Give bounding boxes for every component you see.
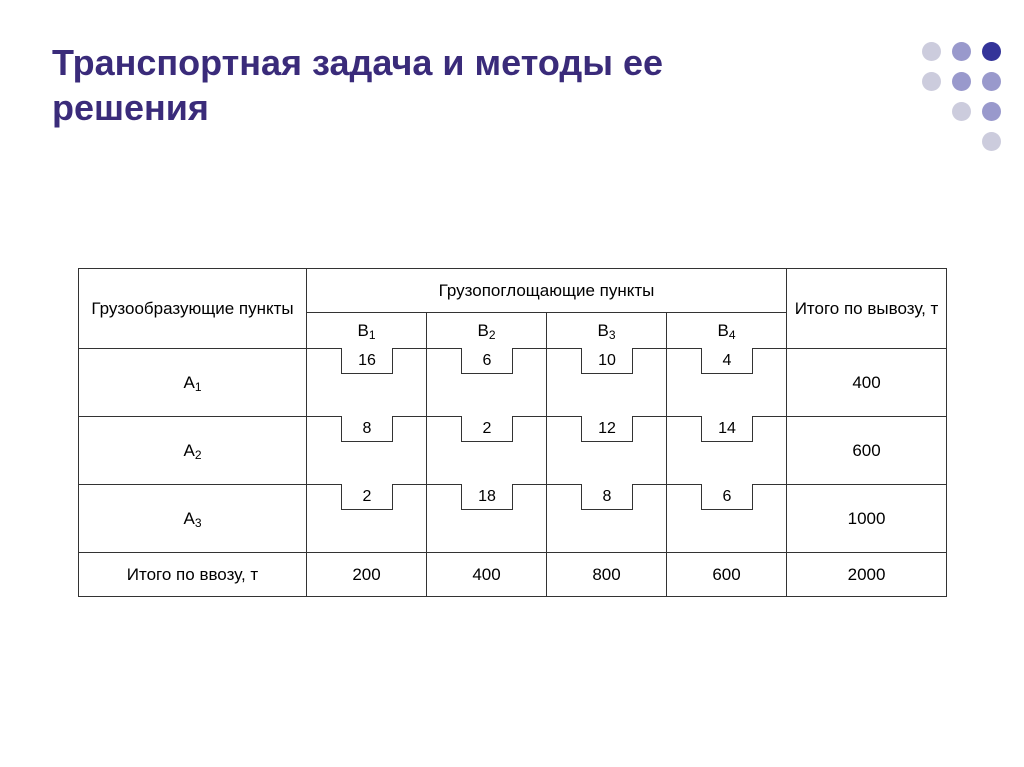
- table-footer-row: Итого по ввозу, т 200 400 800 600 2000: [79, 553, 947, 597]
- supply-value: 400: [787, 349, 947, 417]
- title-line-1: Транспортная задача и методы ее: [52, 42, 663, 83]
- cost-value: 2: [341, 484, 393, 510]
- demand-value: 400: [427, 553, 547, 597]
- decorative-dots: [916, 36, 1006, 156]
- cost-cell: 18: [427, 485, 547, 553]
- supply-value: 1000: [787, 485, 947, 553]
- cost-cell: 4: [667, 349, 787, 417]
- header-origins: Грузообразующие пункты: [79, 269, 307, 349]
- table-row: А2 8 2 12 14 600: [79, 417, 947, 485]
- title-line-2: решения: [52, 87, 209, 128]
- cost-cell: 8: [307, 417, 427, 485]
- origin-label: А1: [79, 349, 307, 417]
- origin-label: А3: [79, 485, 307, 553]
- dest-label: В1: [307, 313, 427, 349]
- cost-value: 8: [581, 484, 633, 510]
- grand-total: 2000: [787, 553, 947, 597]
- cost-cell: 2: [427, 417, 547, 485]
- demand-value: 200: [307, 553, 427, 597]
- dest-label: В3: [547, 313, 667, 349]
- cost-cell: 6: [427, 349, 547, 417]
- dot-icon: [922, 102, 941, 121]
- cost-value: 12: [581, 416, 633, 442]
- dot-icon: [982, 102, 1001, 121]
- header-total-export: Итого по вывозу, т: [787, 269, 947, 349]
- cost-value: 18: [461, 484, 513, 510]
- supply-value: 600: [787, 417, 947, 485]
- cost-value: 4: [701, 348, 753, 374]
- dot-icon: [952, 102, 971, 121]
- dot-icon: [952, 72, 971, 91]
- cost-value: 6: [461, 348, 513, 374]
- cost-value: 6: [701, 484, 753, 510]
- dot-icon: [952, 42, 971, 61]
- header-total-import: Итого по ввозу, т: [79, 553, 307, 597]
- origin-label: А2: [79, 417, 307, 485]
- header-destinations: Грузопоглощающие пункты: [307, 269, 787, 313]
- dot-icon: [982, 132, 1001, 151]
- dest-label: В4: [667, 313, 787, 349]
- cost-cell: 12: [547, 417, 667, 485]
- cost-cell: 14: [667, 417, 787, 485]
- cost-cell: 16: [307, 349, 427, 417]
- dot-icon: [952, 132, 971, 151]
- cost-value: 8: [341, 416, 393, 442]
- dest-label: В2: [427, 313, 547, 349]
- table-row: А3 2 18 8 6 1000: [79, 485, 947, 553]
- dot-icon: [982, 72, 1001, 91]
- slide-title: Транспортная задача и методы ее решения: [52, 40, 663, 130]
- dot-icon: [922, 72, 941, 91]
- cost-cell: 8: [547, 485, 667, 553]
- transport-table: Грузообразующие пункты Грузопоглощающие …: [78, 268, 946, 597]
- demand-value: 600: [667, 553, 787, 597]
- cost-value: 14: [701, 416, 753, 442]
- demand-value: 800: [547, 553, 667, 597]
- cost-value: 10: [581, 348, 633, 374]
- dot-icon: [922, 132, 941, 151]
- dot-icon: [922, 42, 941, 61]
- dot-icon: [982, 42, 1001, 61]
- cost-cell: 6: [667, 485, 787, 553]
- cost-value: 16: [341, 348, 393, 374]
- table-header-row-1: Грузообразующие пункты Грузопоглощающие …: [79, 269, 947, 313]
- cost-value: 2: [461, 416, 513, 442]
- table-row: А1 16 6 10 4 400: [79, 349, 947, 417]
- cost-cell: 10: [547, 349, 667, 417]
- cost-cell: 2: [307, 485, 427, 553]
